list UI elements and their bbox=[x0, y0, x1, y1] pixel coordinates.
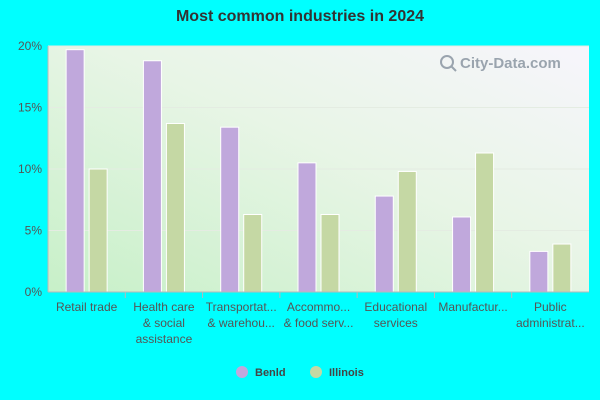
legend-label-benld: Benld bbox=[255, 367, 286, 379]
chart-title: Most common industries in 2024 bbox=[175, 8, 425, 25]
bar-benld bbox=[452, 216, 472, 293]
bar-illinois bbox=[552, 243, 572, 293]
bar-illinois bbox=[397, 170, 417, 293]
legend-label-illinois: Illinois bbox=[329, 367, 364, 379]
x-tick-label: Transportat... bbox=[206, 300, 277, 314]
bar-benld bbox=[142, 60, 162, 293]
x-tick-label: Health care bbox=[133, 300, 195, 314]
x-tick-label: Manufactur... bbox=[438, 300, 507, 314]
x-tick-label: Educational bbox=[364, 300, 427, 314]
bar-benld bbox=[297, 162, 317, 293]
bar-benld bbox=[220, 126, 240, 293]
axes: 0% 5% 10% 15% 20% Retail trade Health care & so… bbox=[18, 39, 589, 346]
y-tick-label: 20% bbox=[18, 39, 42, 53]
legend-swatch-benld bbox=[236, 366, 248, 378]
x-tick-label: & warehou... bbox=[208, 316, 275, 330]
y-tick-label: 10% bbox=[18, 162, 42, 176]
x-tick-label: services bbox=[374, 316, 418, 330]
x-tick-label: Public bbox=[534, 300, 567, 314]
watermark-text: City-Data.com bbox=[460, 55, 561, 72]
bar-illinois bbox=[165, 122, 185, 293]
bar-benld bbox=[529, 250, 549, 293]
bar-illinois bbox=[88, 168, 108, 293]
watermark: City-Data.com bbox=[440, 55, 561, 72]
y-tick-label: 5% bbox=[25, 224, 43, 238]
bar-benld bbox=[374, 195, 394, 293]
x-tick-label: assistance bbox=[136, 332, 193, 346]
x-tick-label: & social bbox=[143, 316, 185, 330]
x-tick-label: administrat... bbox=[516, 316, 585, 330]
y-tick-label: 15% bbox=[18, 101, 42, 115]
bar-illinois bbox=[320, 214, 340, 293]
watermark-icon-handle bbox=[450, 65, 457, 72]
bar-illinois bbox=[475, 152, 495, 293]
x-tick-label: & food serv... bbox=[284, 316, 354, 330]
grid-lines bbox=[48, 45, 589, 231]
x-tick-label: Retail trade bbox=[56, 300, 118, 314]
legend-swatch-illinois bbox=[310, 366, 322, 378]
bar-benld bbox=[65, 49, 85, 293]
watermark-icon bbox=[440, 55, 454, 69]
legend: Benld Illinois bbox=[236, 366, 364, 379]
bar-illinois bbox=[243, 214, 263, 293]
bars bbox=[65, 49, 572, 293]
y-tick-label: 0% bbox=[25, 285, 43, 299]
x-tick-label: Accommo... bbox=[287, 300, 350, 314]
